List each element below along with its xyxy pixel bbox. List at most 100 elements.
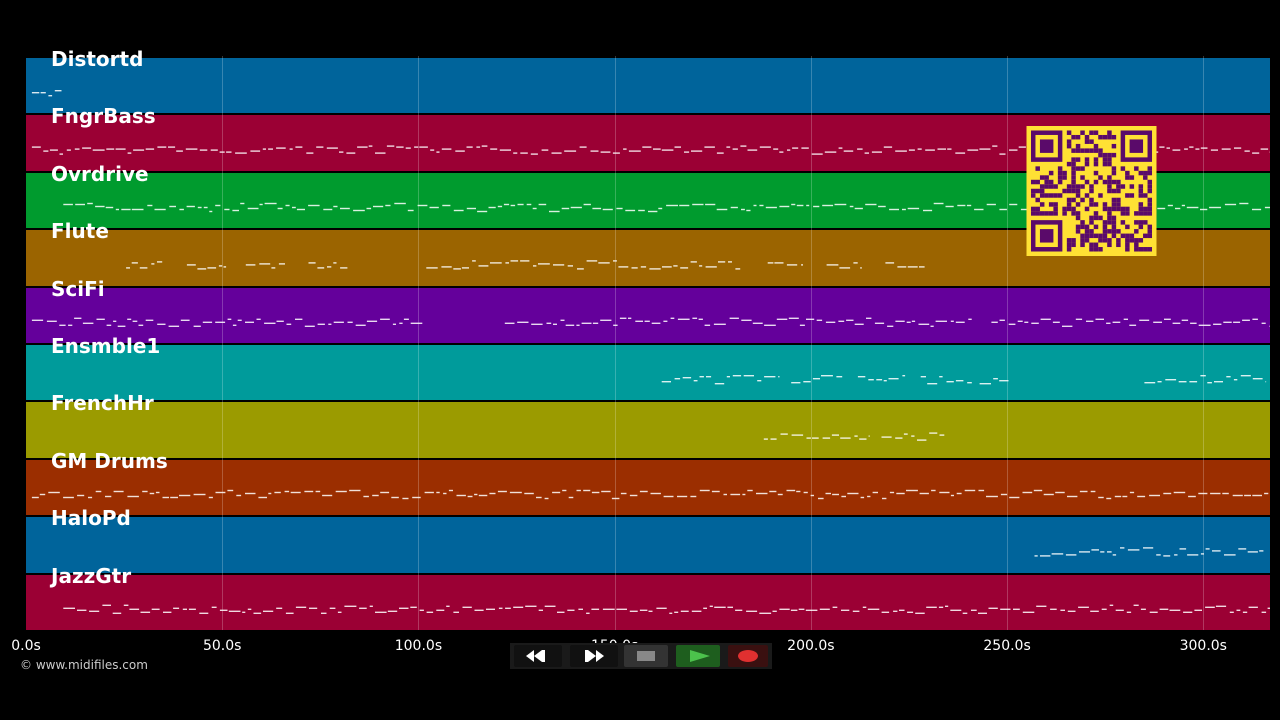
- midi-note: [925, 149, 935, 151]
- midi-note: [218, 265, 223, 267]
- qr-module: [1066, 202, 1072, 207]
- stop-button[interactable]: [624, 645, 668, 667]
- qr-module: [1134, 229, 1139, 234]
- qr-module: [1125, 206, 1130, 212]
- midi-note: [538, 263, 550, 265]
- midi-note: [157, 146, 167, 148]
- qr-module: [1044, 211, 1049, 216]
- midi-note: [1090, 610, 1099, 612]
- midi-note: [329, 607, 336, 609]
- midi-note: [662, 266, 672, 268]
- qr-module: [1147, 233, 1153, 239]
- qr-module: [1147, 247, 1153, 252]
- midi-note: [718, 261, 726, 263]
- midi-note: [846, 319, 854, 321]
- midi-note: [232, 209, 239, 212]
- midi-note: [1189, 146, 1194, 148]
- stop-icon: [637, 651, 655, 661]
- qr-module: [1125, 170, 1130, 176]
- midi-note: [43, 150, 49, 152]
- track-lane: SciFi: [26, 277, 1270, 343]
- midi-note: [46, 320, 57, 322]
- qr-module: [1134, 247, 1139, 252]
- qr-module: [1102, 233, 1108, 239]
- midi-note: [770, 438, 777, 440]
- midi-note: [966, 204, 972, 207]
- qr-module: [1147, 202, 1153, 207]
- qr-module: [1066, 238, 1072, 243]
- midi-note: [939, 491, 950, 494]
- midi-note: [132, 320, 138, 322]
- midi-note: [490, 262, 502, 264]
- qr-module: [1075, 184, 1081, 189]
- midi-note: [703, 607, 707, 609]
- qr-module: [1111, 220, 1117, 225]
- rewind-icon: [526, 650, 545, 662]
- midi-note: [650, 492, 661, 495]
- midi-note: [1252, 152, 1260, 154]
- midi-note: [142, 490, 148, 493]
- midi-note: [247, 608, 252, 610]
- midi-note: [1229, 611, 1234, 613]
- midi-note: [278, 263, 285, 265]
- midi-note: [250, 150, 261, 152]
- midi-note: [1149, 611, 1158, 613]
- midi-note: [290, 491, 301, 494]
- record-button[interactable]: [728, 645, 768, 667]
- qr-module: [1093, 233, 1099, 239]
- qr-module: [1062, 188, 1067, 194]
- qr-module: [1066, 188, 1072, 194]
- midi-note: [481, 145, 488, 147]
- midi-note: [979, 383, 991, 385]
- midi-note: [510, 204, 516, 207]
- midi-note: [772, 610, 777, 612]
- fast-forward-button[interactable]: [570, 645, 618, 667]
- midi-note: [215, 204, 221, 207]
- qr-code[interactable]: [1026, 126, 1157, 256]
- midi-note: [753, 204, 757, 207]
- midi-note: [818, 497, 824, 500]
- midi-note: [726, 376, 730, 378]
- midi-note: [106, 148, 115, 150]
- midi-note: [185, 148, 198, 150]
- midi-note: [908, 149, 915, 151]
- midi-note: [950, 494, 954, 497]
- midi-note: [868, 379, 874, 381]
- midi-note: [805, 609, 818, 611]
- qr-module: [1143, 206, 1148, 212]
- midi-note: [716, 152, 724, 154]
- midi-note: [903, 433, 908, 435]
- qr-module: [1125, 175, 1130, 180]
- midi-note: [533, 265, 537, 267]
- midi-note: [774, 262, 784, 264]
- qr-module: [1089, 188, 1094, 194]
- midi-note: [834, 203, 847, 206]
- qr-module: [1111, 229, 1117, 234]
- midi-note: [157, 261, 163, 263]
- midi-note: [1198, 324, 1211, 326]
- midi-note: [295, 318, 303, 320]
- midi-note: [1157, 207, 1166, 210]
- midi-note: [680, 610, 689, 612]
- midi-note: [292, 206, 296, 209]
- rewind-button[interactable]: [514, 645, 562, 667]
- midi-note: [822, 437, 831, 439]
- midi-note: [699, 265, 703, 267]
- midi-note: [105, 495, 112, 498]
- midi-note: [592, 322, 599, 324]
- midi-note: [577, 268, 584, 270]
- midi-note: [583, 489, 591, 492]
- midi-note: [520, 152, 528, 154]
- midi-note: [1213, 323, 1222, 325]
- track-lane: JazzGtr: [26, 564, 1270, 630]
- midi-note: [95, 205, 105, 208]
- midi-note: [63, 203, 73, 206]
- midi-note: [1269, 325, 1270, 327]
- play-button[interactable]: [676, 645, 720, 667]
- qr-module: [1107, 175, 1112, 180]
- midi-note: [66, 149, 71, 151]
- midi-note: [1240, 375, 1251, 377]
- midi-note: [211, 606, 217, 608]
- midi-note: [127, 495, 139, 498]
- midi-note: [245, 264, 256, 266]
